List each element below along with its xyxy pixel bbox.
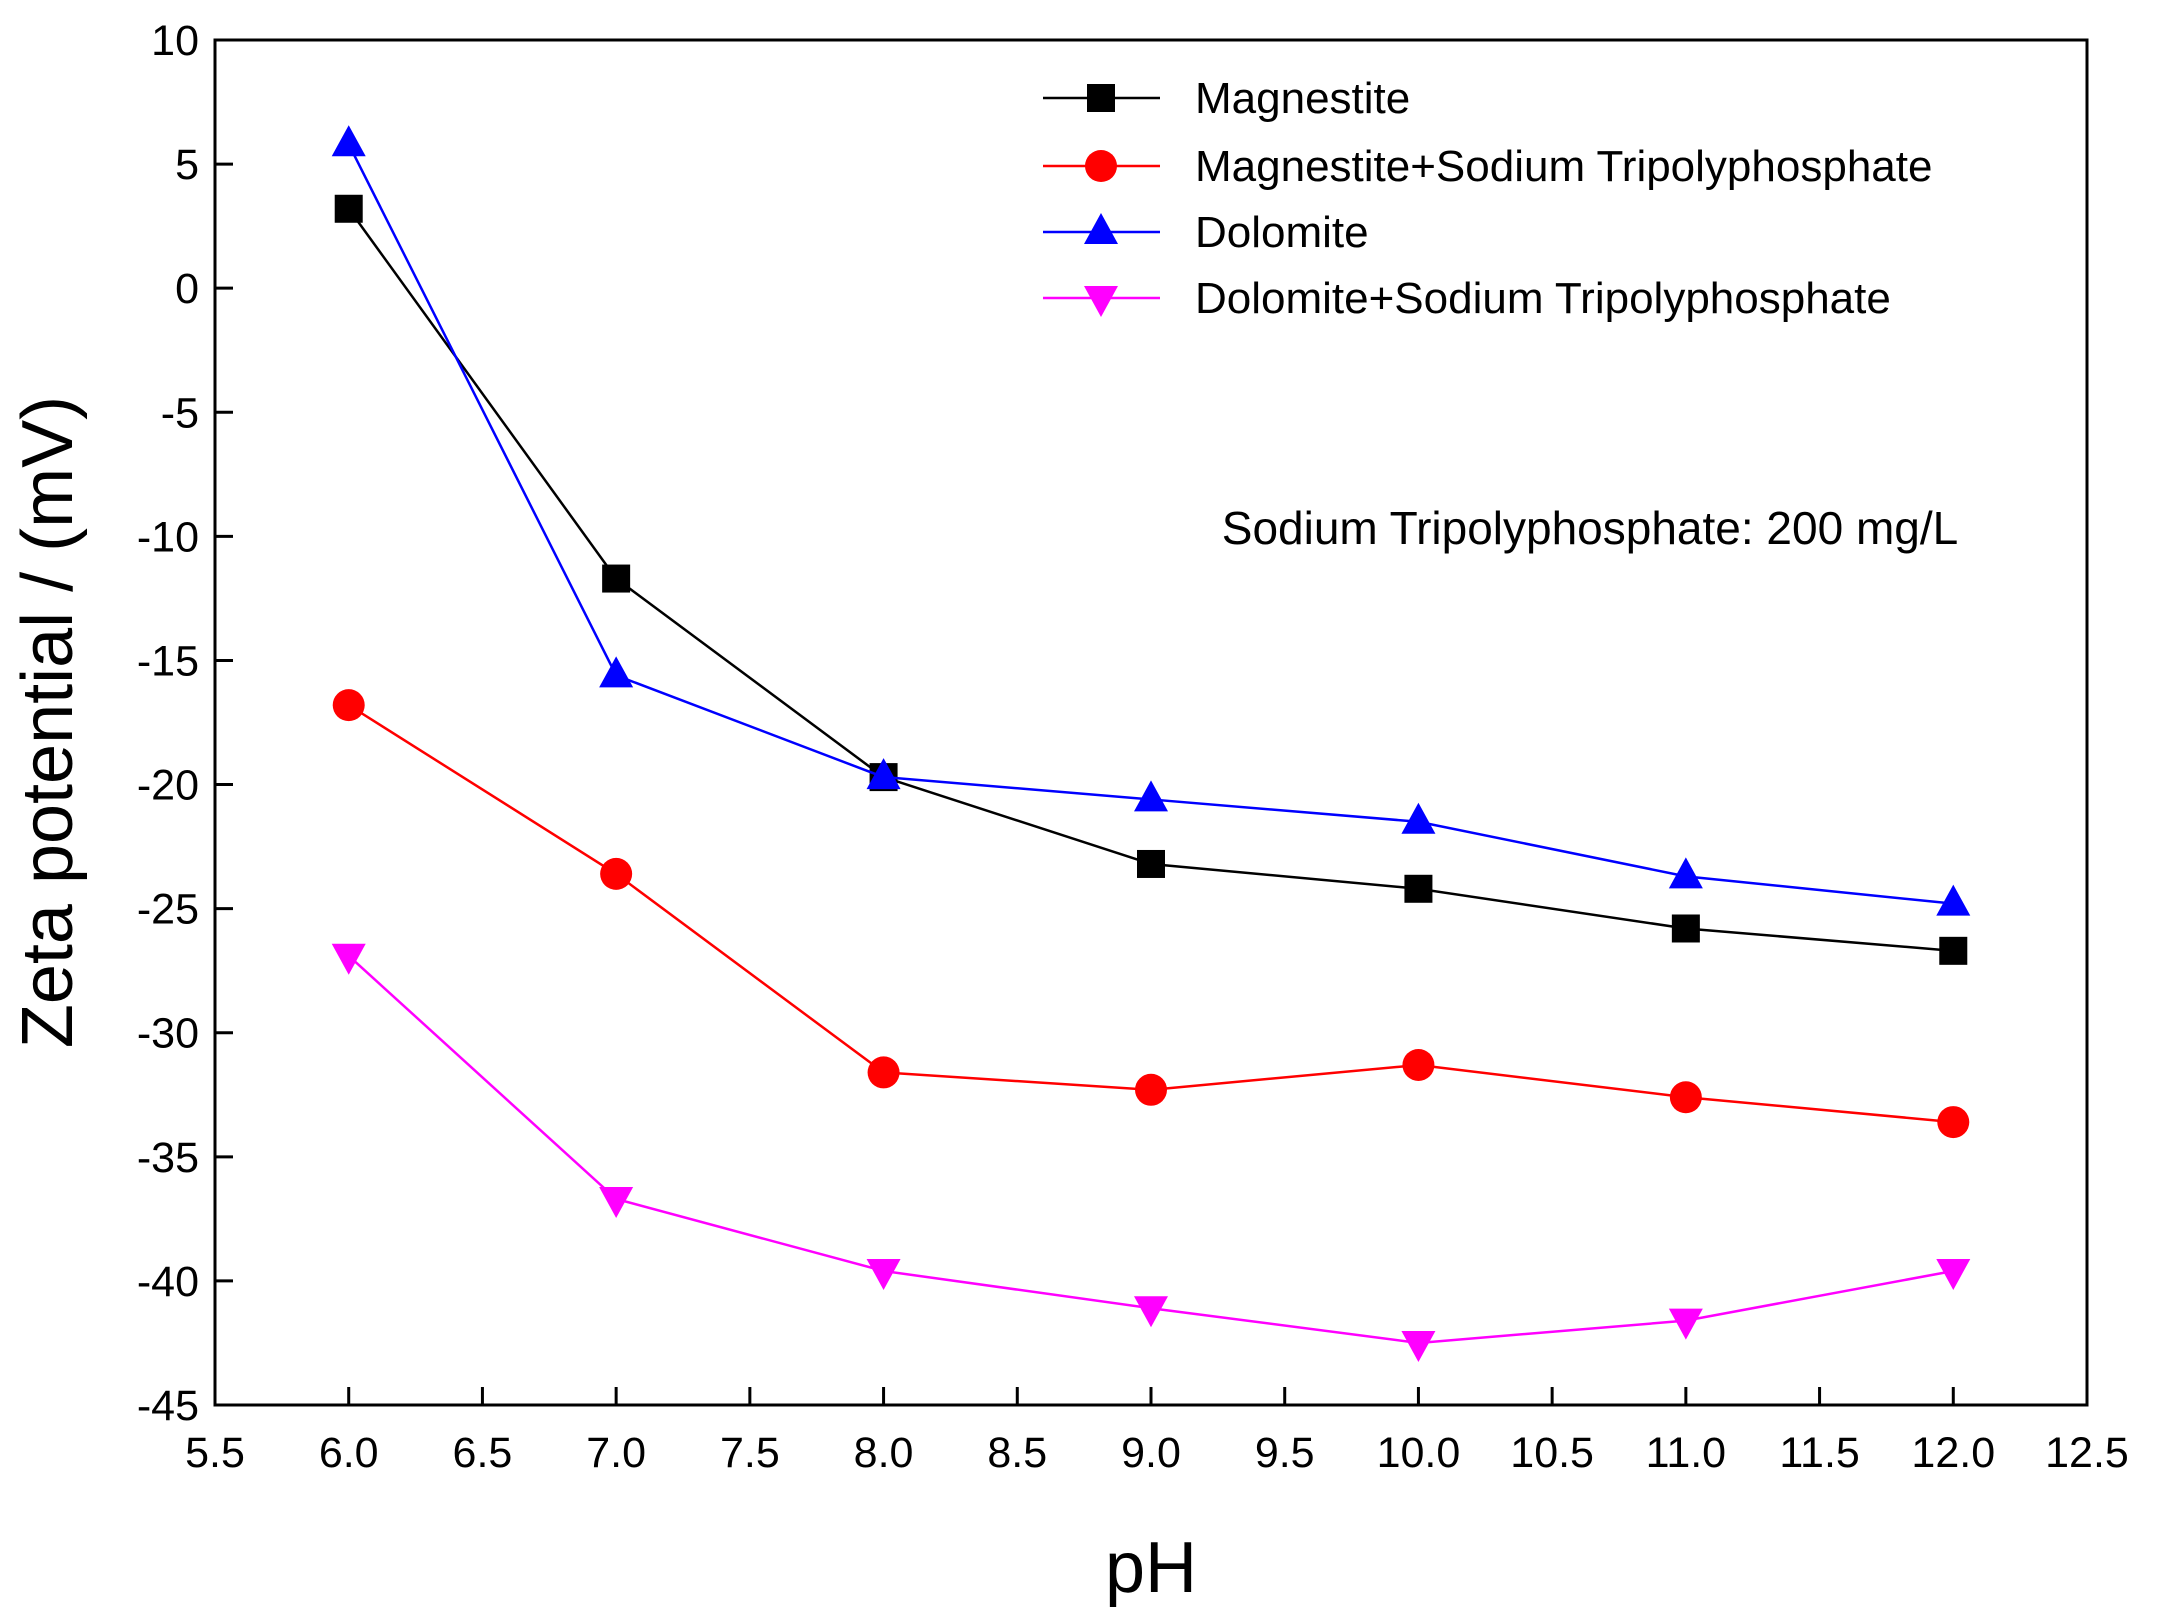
- y-tick-label: 0: [175, 265, 199, 313]
- data-point-magnestite-sodium-tripolyphosphate: [600, 857, 633, 890]
- data-point-magnestite: [1137, 849, 1165, 878]
- legend-marker-dolomite-sodium-tripolyphosphate: [1084, 286, 1118, 317]
- x-tick-label: 7.5: [720, 1429, 780, 1477]
- data-point-dolomite-sodium-tripolyphosphate: [1401, 1330, 1436, 1362]
- annotation-text: Sodium Tripolyphosphate: 200 mg/L: [1222, 502, 1958, 554]
- series-layer: [331, 125, 1971, 1362]
- x-tick-label: 6.0: [319, 1429, 379, 1477]
- x-tick-label: 12.0: [1911, 1429, 1995, 1477]
- data-point-magnestite-sodium-tripolyphosphate: [867, 1056, 900, 1089]
- x-tick-label: 5.5: [185, 1429, 245, 1477]
- data-point-dolomite: [1936, 884, 1971, 916]
- legend-marker-dolomite: [1084, 213, 1118, 244]
- data-point-dolomite: [1668, 857, 1703, 889]
- data-point-magnestite: [334, 194, 363, 223]
- legend: Magnestite Magnestite+Sodium Tripolyphosp…: [1043, 74, 1932, 323]
- data-point-dolomite-sodium-tripolyphosphate: [331, 943, 366, 975]
- y-tick-label: -5: [161, 389, 199, 437]
- x-tick-label: 10.0: [1377, 1429, 1461, 1477]
- legend-label-magnestite: Magnestite: [1195, 74, 1410, 123]
- legend-label-magnestite-sodium-tripolyphosphate: Magnestite+Sodium Tripolyphosphate: [1195, 142, 1932, 191]
- x-tick-label: 8.5: [987, 1429, 1047, 1477]
- x-tick-label: 8.0: [854, 1429, 914, 1477]
- data-point-magnestite-sodium-tripolyphosphate: [332, 689, 365, 722]
- y-axis-title: Zeta potential / (mV): [8, 396, 88, 1048]
- data-point-magnestite-sodium-tripolyphosphate: [1937, 1106, 1970, 1139]
- data-point-dolomite: [1401, 802, 1436, 834]
- data-point-dolomite: [1134, 780, 1168, 812]
- y-tick-label: -45: [137, 1382, 199, 1430]
- y-tick-label: -40: [137, 1258, 199, 1306]
- y-axis-ticks: 10 5 0 -5 -10 -15 -20 -25 -30 -35 -40 -45: [137, 17, 233, 1430]
- data-point-dolomite: [331, 125, 366, 157]
- legend-label-dolomite-sodium-tripolyphosphate: Dolomite+Sodium Tripolyphosphate: [1195, 274, 1891, 323]
- y-tick-label: -20: [137, 762, 199, 810]
- y-tick-label: -10: [137, 513, 199, 561]
- data-point-dolomite: [866, 758, 901, 790]
- x-axis-ticks: 5.5 6.0 6.5 7.0 7.5 8.0 8.5 9.0 9.5 10.0 10.5 11.0 1…: [185, 1387, 2129, 1477]
- data-point-dolomite-sodium-tripolyphosphate: [1134, 1296, 1168, 1328]
- y-tick-label: -15: [137, 637, 199, 685]
- data-point-magnestite-sodium-tripolyphosphate: [1669, 1081, 1702, 1114]
- data-point-dolomite: [599, 656, 634, 688]
- legend-marker-magnestite-sodium-tripolyphosphate: [1085, 150, 1117, 182]
- data-point-magnestite: [1404, 874, 1433, 903]
- y-tick-label: -25: [137, 886, 199, 934]
- data-point-dolomite-sodium-tripolyphosphate: [599, 1187, 634, 1219]
- y-tick-label: 5: [175, 141, 199, 189]
- x-tick-label: 11.5: [1779, 1429, 1860, 1477]
- y-tick-label: 10: [151, 17, 199, 65]
- x-tick-label: 9.5: [1255, 1429, 1315, 1477]
- data-point-magnestite: [602, 564, 631, 593]
- data-point-magnestite: [1939, 936, 1968, 965]
- x-tick-label: 10.5: [1510, 1429, 1594, 1477]
- data-point-magnestite-sodium-tripolyphosphate: [1135, 1073, 1167, 1106]
- x-tick-label: 9.0: [1121, 1429, 1181, 1477]
- y-tick-label: -35: [137, 1134, 199, 1182]
- data-point-dolomite-sodium-tripolyphosphate: [1668, 1308, 1703, 1340]
- legend-label-dolomite: Dolomite: [1195, 208, 1369, 257]
- data-point-dolomite-sodium-tripolyphosphate: [866, 1258, 901, 1290]
- x-tick-label: 7.0: [586, 1429, 646, 1477]
- legend-marker-magnestite: [1087, 84, 1115, 112]
- data-point-dolomite-sodium-tripolyphosphate: [1936, 1258, 1971, 1290]
- y-tick-label: -30: [137, 1010, 199, 1058]
- x-axis-title: pH: [1105, 1528, 1197, 1608]
- x-tick-label: 6.5: [453, 1429, 513, 1477]
- x-tick-label: 12.5: [2045, 1429, 2129, 1477]
- x-tick-label: 11.0: [1646, 1429, 1727, 1477]
- data-point-magnestite-sodium-tripolyphosphate: [1402, 1048, 1435, 1081]
- data-point-magnestite: [1671, 914, 1700, 943]
